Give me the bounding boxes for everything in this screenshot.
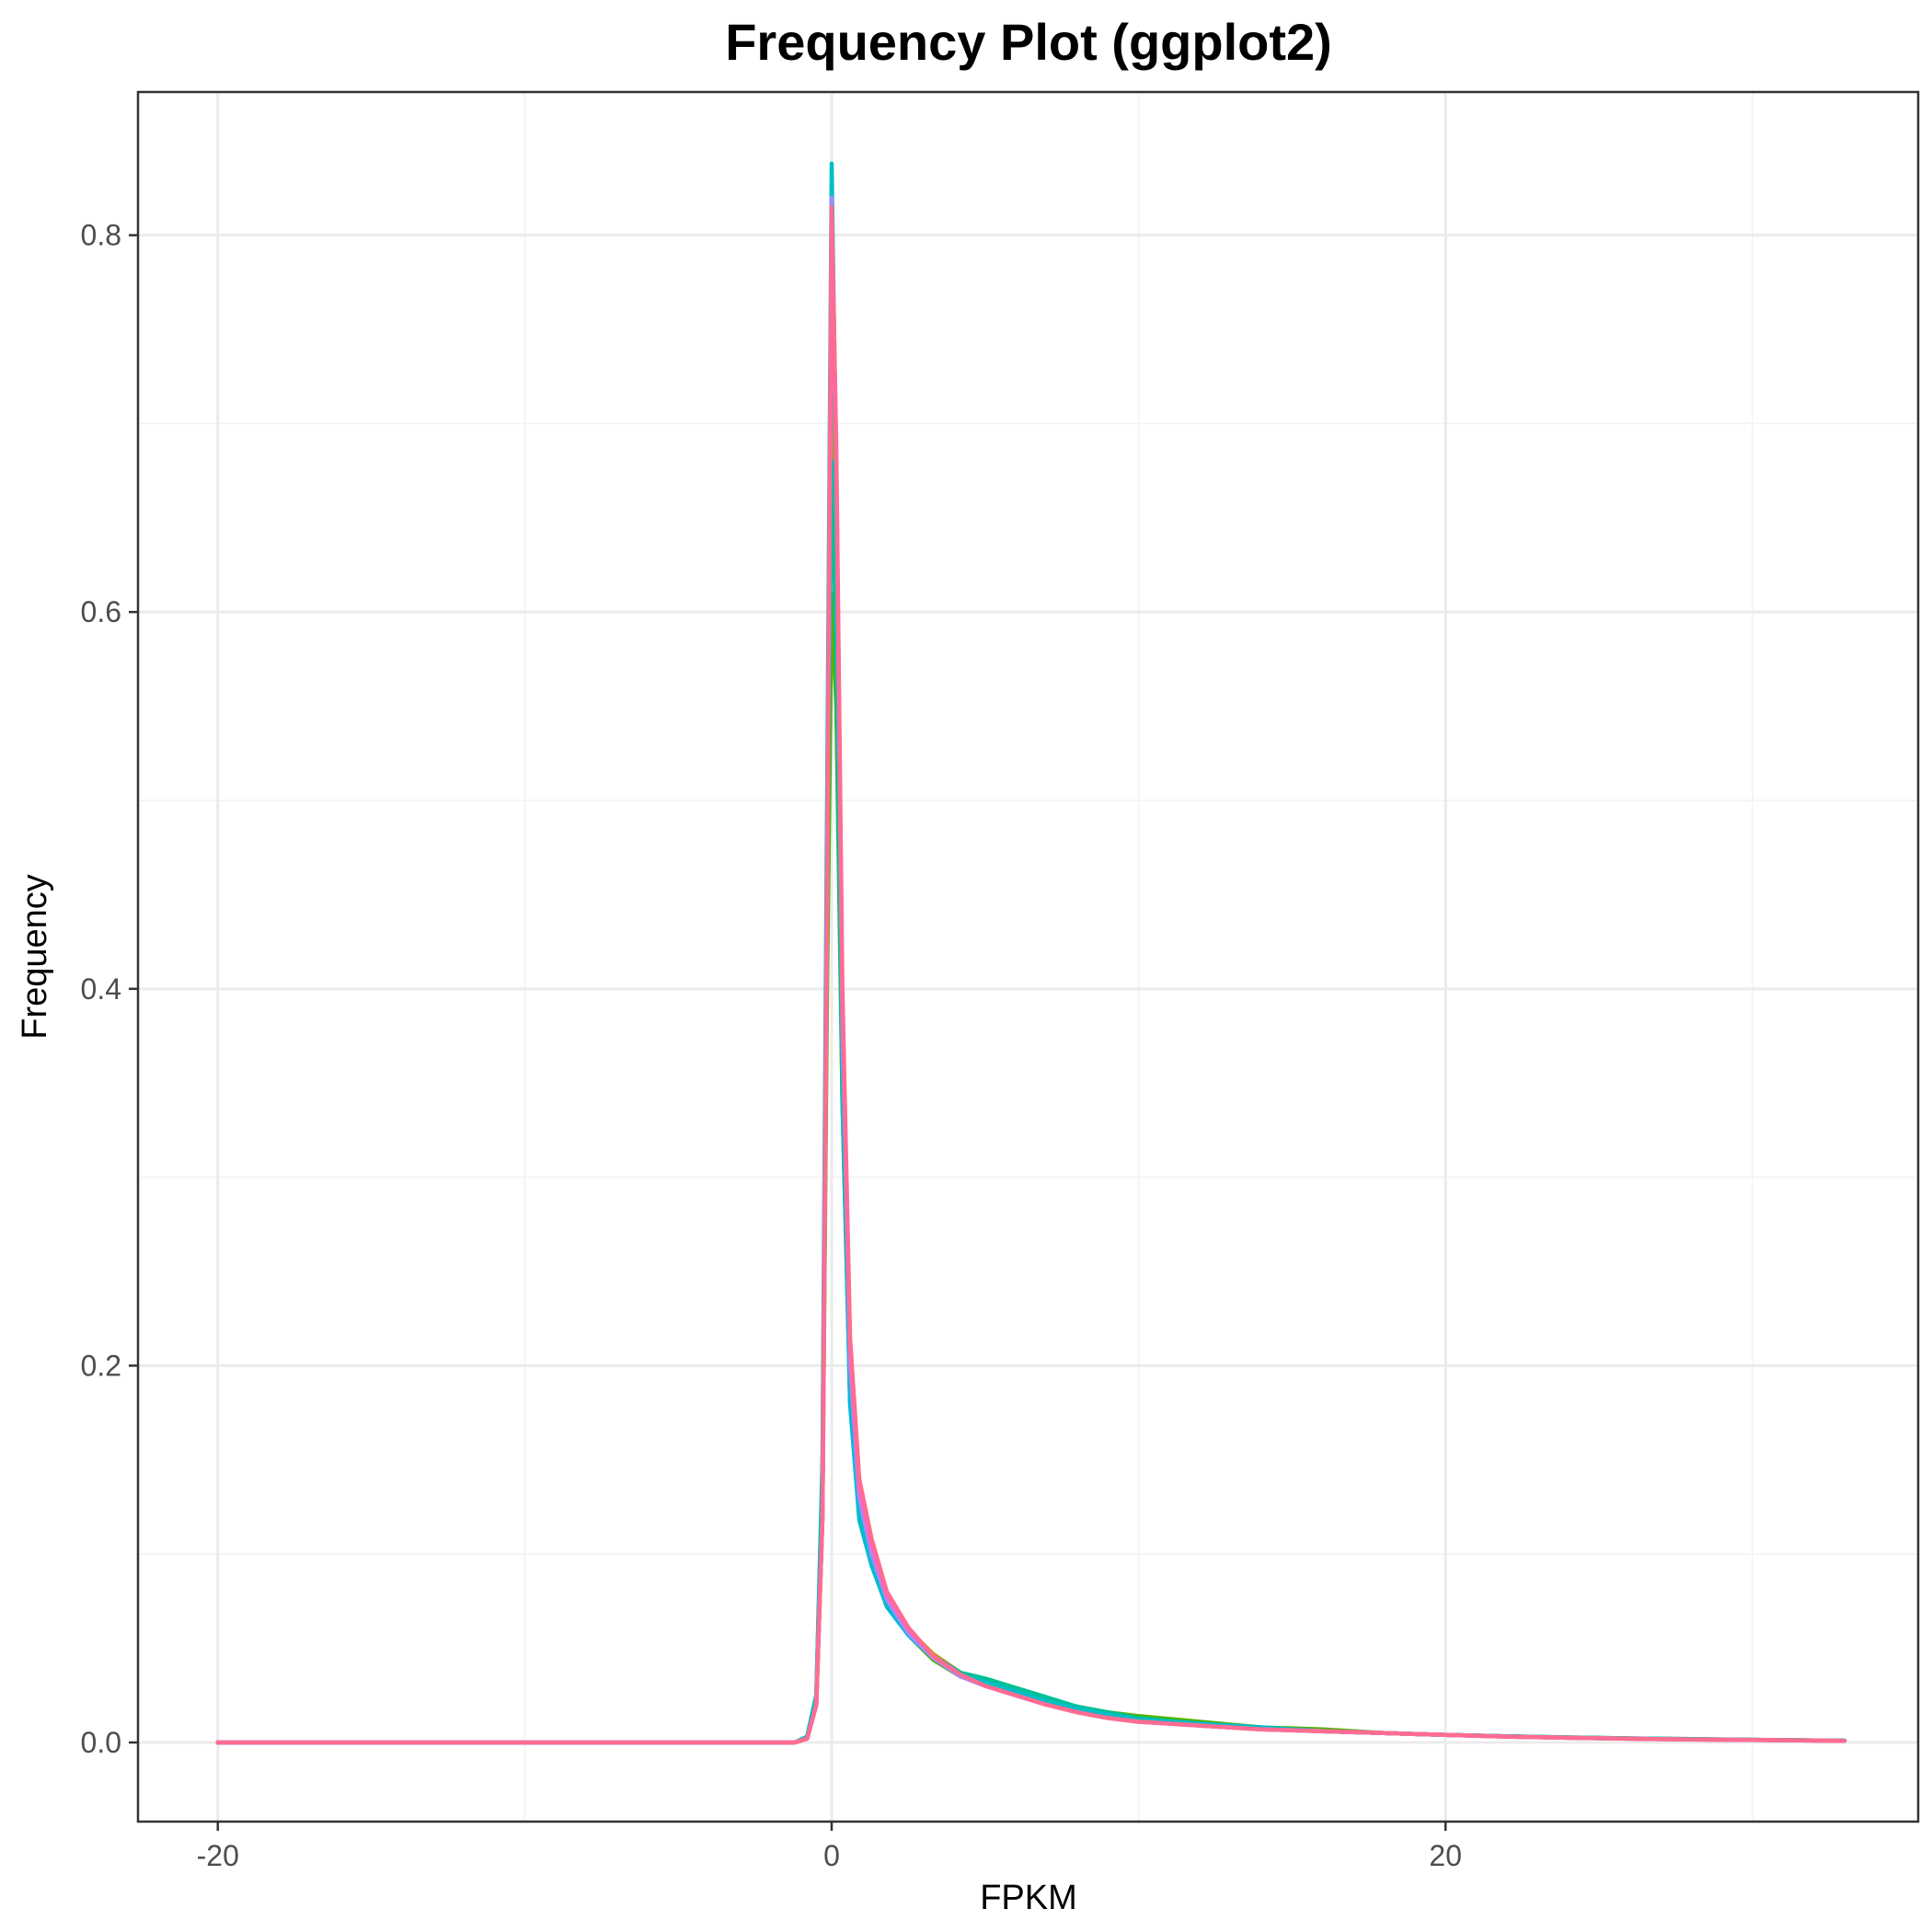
y-axis-ticks: 0.0 0.2 0.4 0.6 0.8	[81, 219, 138, 1759]
series-group	[215, 161, 1847, 1745]
x-tick-label-1: 0	[823, 1839, 840, 1872]
panel-border	[136, 90, 1920, 1823]
series-line-8	[215, 204, 1847, 1745]
grid-minor-lines	[138, 92, 1918, 1822]
chart-title: Frequency Plot (ggplot2)	[725, 13, 1332, 71]
y-axis-title: Frequency	[16, 874, 54, 1040]
y-tick-label-0: 0.0	[81, 1726, 121, 1759]
x-axis-title: FPKM	[980, 1879, 1077, 1917]
x-axis-ticks: -20 0 20	[197, 1822, 1462, 1872]
y-tick-label-1: 0.2	[81, 1349, 121, 1382]
x-tick-label-0: -20	[197, 1839, 239, 1872]
y-tick-label-4: 0.8	[81, 219, 121, 252]
y-tick-label-2: 0.4	[81, 972, 121, 1006]
y-tick-label-3: 0.6	[81, 595, 121, 628]
x-tick-label-2: 20	[1429, 1839, 1462, 1872]
